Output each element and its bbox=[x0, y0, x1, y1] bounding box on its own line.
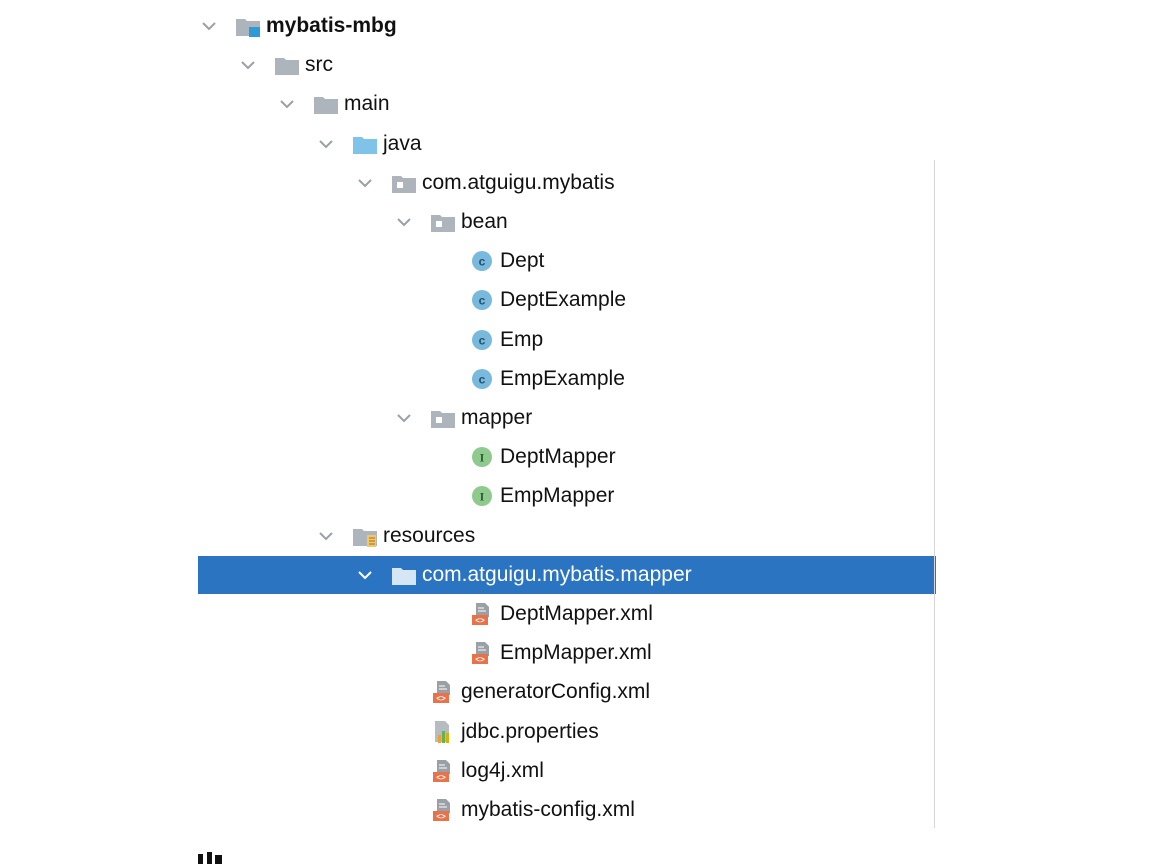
chevron-down-icon[interactable] bbox=[200, 17, 218, 35]
svg-text:I: I bbox=[480, 490, 485, 504]
svg-text:<>: <> bbox=[475, 656, 485, 665]
chevron-down-icon[interactable] bbox=[239, 56, 257, 74]
interface-icon: I bbox=[468, 445, 496, 469]
tree-item-label: DeptMapper.xml bbox=[500, 602, 653, 625]
svg-text:<>: <> bbox=[436, 774, 446, 783]
tree-item-label: EmpMapper.xml bbox=[500, 641, 652, 665]
tree-row[interactable]: main bbox=[198, 85, 936, 123]
tree-item-label: com.atguigu.mybatis bbox=[422, 170, 615, 194]
tree-row[interactable]: jdbc.properties bbox=[198, 713, 936, 751]
svg-text:c: c bbox=[479, 372, 486, 386]
tree-item-label: Emp bbox=[500, 327, 544, 351]
tree-row[interactable]: c DeptExample bbox=[198, 281, 936, 319]
interface-icon: I bbox=[468, 484, 496, 508]
package-icon bbox=[429, 210, 457, 234]
tree-item-label: com.atguigu.mybatis.mapper bbox=[422, 562, 692, 586]
tree-row[interactable]: c Dept bbox=[198, 242, 936, 280]
svg-text:<>: <> bbox=[475, 617, 485, 626]
tree-row[interactable]: c Emp bbox=[198, 321, 936, 359]
tree-row[interactable]: com.atguigu.mybatis bbox=[198, 164, 936, 202]
xml-file-icon: <> bbox=[429, 680, 457, 704]
chevron-down-icon[interactable] bbox=[317, 527, 335, 545]
tree-row[interactable]: I DeptMapper bbox=[198, 438, 936, 476]
xml-file-icon: <> bbox=[429, 798, 457, 822]
tree-row[interactable]: java bbox=[198, 125, 936, 163]
tree-item-label: main bbox=[344, 92, 390, 116]
tree-item-label: mybatis-config.xml bbox=[461, 798, 635, 821]
tree-row[interactable]: I EmpMapper bbox=[198, 477, 936, 515]
tree-item-label: bean bbox=[461, 210, 508, 233]
tree-item-label: resources bbox=[383, 523, 476, 547]
folder-icon bbox=[273, 53, 301, 77]
source-root-folder-icon bbox=[351, 132, 379, 156]
folder-icon bbox=[390, 563, 418, 587]
chevron-down-icon[interactable] bbox=[356, 174, 374, 192]
tree-item-label: EmpExample bbox=[500, 366, 625, 390]
tree-item-label: generatorConfig.xml bbox=[461, 680, 651, 704]
package-icon bbox=[429, 406, 457, 430]
tree-item-label: log4j.xml bbox=[461, 758, 544, 782]
chevron-down-icon[interactable] bbox=[395, 409, 413, 427]
tree-item-label: java bbox=[383, 131, 422, 155]
svg-text:I: I bbox=[480, 451, 485, 465]
tree-row[interactable]: mybatis-mbg bbox=[198, 7, 936, 45]
tree-item-label: mapper bbox=[461, 406, 533, 429]
tree-row[interactable]: <> log4j.xml bbox=[198, 752, 936, 790]
tree-item-label: mybatis-mbg bbox=[266, 14, 397, 37]
tree-item-label: DeptExample bbox=[500, 288, 627, 312]
tree-row[interactable]: <> EmpMapper.xml bbox=[198, 634, 936, 672]
chevron-down-icon[interactable] bbox=[356, 566, 374, 584]
cropped-text-fragment bbox=[198, 852, 222, 864]
package-icon bbox=[390, 171, 418, 195]
tree-row[interactable]: <> DeptMapper.xml bbox=[198, 595, 936, 633]
tree-row[interactable]: src bbox=[198, 46, 936, 84]
folder-icon bbox=[312, 92, 340, 116]
chevron-down-icon[interactable] bbox=[395, 213, 413, 231]
tree-item-label: src bbox=[305, 53, 333, 77]
xml-file-icon: <> bbox=[468, 602, 496, 626]
class-icon: c bbox=[468, 367, 496, 391]
module-folder-icon bbox=[234, 14, 262, 38]
resources-folder-icon bbox=[351, 524, 379, 548]
svg-text:<>: <> bbox=[436, 813, 446, 822]
tree-row[interactable]: resources bbox=[198, 517, 936, 555]
class-icon: c bbox=[468, 288, 496, 312]
properties-file-icon bbox=[429, 720, 457, 744]
xml-file-icon: <> bbox=[429, 759, 457, 783]
chevron-down-icon[interactable] bbox=[278, 95, 296, 113]
tree-item-label: jdbc.properties bbox=[461, 719, 599, 743]
tree-row[interactable]: mapper bbox=[198, 399, 936, 437]
tree-row[interactable]: <> generatorConfig.xml bbox=[198, 673, 936, 711]
svg-text:<>: <> bbox=[436, 695, 446, 704]
tree-row[interactable]: com.atguigu.mybatis.mapper bbox=[198, 555, 936, 594]
svg-text:c: c bbox=[479, 255, 486, 269]
svg-text:c: c bbox=[479, 333, 486, 347]
tree-item-label: EmpMapper bbox=[500, 484, 615, 508]
xml-file-icon: <> bbox=[468, 641, 496, 665]
tree-row[interactable]: bean bbox=[198, 203, 936, 241]
svg-text:c: c bbox=[479, 294, 486, 308]
class-icon: c bbox=[468, 249, 496, 273]
tree-vertical-divider bbox=[934, 160, 935, 828]
tree-item-label: DeptMapper bbox=[500, 445, 616, 469]
class-icon: c bbox=[468, 328, 496, 352]
tree-row[interactable]: c EmpExample bbox=[198, 360, 936, 398]
tree-item-label: Dept bbox=[500, 249, 545, 273]
chevron-down-icon[interactable] bbox=[317, 135, 335, 153]
tree-row[interactable]: <> mybatis-config.xml bbox=[198, 791, 936, 829]
